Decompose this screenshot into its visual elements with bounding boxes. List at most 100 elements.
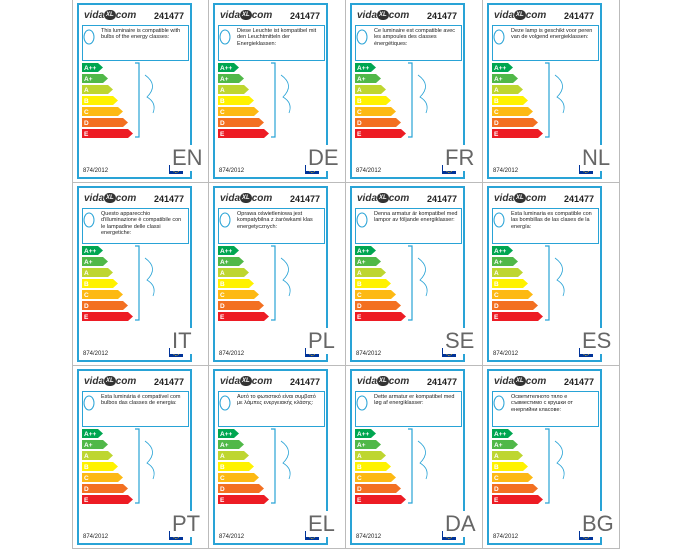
class-arrow <box>82 495 133 504</box>
label-cell: vida XL com 241477 Denna armatur är kompatib… <box>346 183 483 366</box>
class-arrow <box>218 429 239 438</box>
regulation: 874/2012 <box>356 351 382 357</box>
logo: vida XL com <box>494 193 546 204</box>
compatibility-text: Esta luminaria es compatible con las bom… <box>511 211 592 230</box>
logo-text: vida <box>494 193 515 204</box>
bracket <box>271 428 276 504</box>
logo-text: vida <box>220 376 241 387</box>
text-box: Oprawa oświetleniowa jest kompatybilna z… <box>218 208 325 244</box>
compatibility-text: Denna armatur är kompatibel med lampor a… <box>374 211 458 224</box>
class-arrow <box>492 268 523 277</box>
class-arrow <box>355 279 391 288</box>
lamp-cord <box>280 257 291 297</box>
text-box: Denna armatur är kompatibel med lampor a… <box>355 208 462 244</box>
class-label: A+ <box>220 442 229 449</box>
class-label: B <box>357 281 362 288</box>
class-arrow <box>82 268 113 277</box>
product-code: 241477 <box>426 194 457 204</box>
logo: vida XL com <box>220 193 272 204</box>
logo-mark: XL <box>514 376 526 387</box>
bracket <box>135 428 140 504</box>
regulation: 874/2012 <box>219 534 245 540</box>
product-code: 241477 <box>563 377 594 387</box>
class-arrow <box>355 85 386 94</box>
class-label: A <box>220 453 225 460</box>
class-arrow <box>492 129 543 138</box>
compatibility-text: Esta luminária é compatível com bulbos d… <box>101 394 181 407</box>
class-arrow <box>492 495 543 504</box>
class-label: B <box>84 281 89 288</box>
compatibility-text: Questo apparecchio d'illuminazione è com… <box>101 211 182 236</box>
label-cell: vida XL com 241477 Diese Leuchte ist kompati… <box>209 0 346 183</box>
class-arrow <box>82 473 123 482</box>
regulation: 874/2012 <box>493 168 519 174</box>
class-label: D <box>494 486 499 493</box>
class-arrow <box>218 74 244 83</box>
class-label: D <box>220 486 225 493</box>
class-arrow <box>218 473 259 482</box>
logo: vida XL com <box>84 10 136 21</box>
logo-text: com <box>115 376 137 387</box>
class-label: A <box>220 87 225 94</box>
label-cell: vida XL com 241477 Questo apparecchio d'illu… <box>72 183 209 366</box>
class-arrow <box>82 301 128 310</box>
class-arrow <box>492 462 528 471</box>
logo: vida XL com <box>357 10 409 21</box>
logo-text: com <box>525 10 547 21</box>
class-arrow <box>355 268 386 277</box>
regulation: 874/2012 <box>493 351 519 357</box>
class-label: A <box>494 87 499 94</box>
class-label: A <box>84 270 89 277</box>
label-cell: vida XL com 241477 Deze lamp is geschikt voo… <box>483 0 620 183</box>
class-arrow <box>218 85 249 94</box>
lamp-cord <box>417 257 428 297</box>
class-arrow <box>355 462 391 471</box>
lamp-cord <box>554 440 565 480</box>
class-arrow <box>355 312 406 321</box>
class-arrow <box>355 440 381 449</box>
class-label: A+ <box>220 259 229 266</box>
class-label: B <box>494 281 499 288</box>
logo-text: vida <box>357 376 378 387</box>
logo-text: vida <box>494 376 515 387</box>
product-code: 241477 <box>563 11 594 21</box>
class-label: B <box>84 464 89 471</box>
class-arrow <box>492 429 513 438</box>
energy-label: vida XL com 241477 Осветителното тяло е съвм… <box>487 369 602 545</box>
logo: vida XL com <box>357 193 409 204</box>
logo-text: vida <box>220 10 241 21</box>
label-cell: vida XL com 241477 Esta luminária é compatív… <box>72 366 209 549</box>
logo-text: com <box>251 376 273 387</box>
language-code: FR <box>443 145 477 171</box>
class-arrow <box>355 451 386 460</box>
class-label: B <box>494 464 499 471</box>
bracket <box>545 62 550 138</box>
bracket <box>135 245 140 321</box>
product-code: 241477 <box>289 194 320 204</box>
compatibility-text: Ce luminaire est compatible avec les amp… <box>374 28 456 47</box>
class-arrow <box>82 74 108 83</box>
class-label: C <box>220 292 225 299</box>
bulb-icon <box>219 212 231 228</box>
class-label: D <box>494 303 499 310</box>
class-label: A+ <box>357 442 366 449</box>
compatibility-text: Dette armatur er kompatibel med løg af e… <box>374 394 455 407</box>
class-arrow <box>218 440 244 449</box>
logo-mark: XL <box>240 376 252 387</box>
class-arrow <box>492 312 543 321</box>
class-arrow <box>355 246 376 255</box>
label-cell: vida XL com 241477 Осветителното тяло е съвм… <box>483 366 620 549</box>
class-label: B <box>357 98 362 105</box>
regulation: 874/2012 <box>356 168 382 174</box>
regulation: 874/2012 <box>83 351 109 357</box>
class-label: A++ <box>494 431 506 438</box>
class-label: C <box>84 292 89 299</box>
class-label: A+ <box>84 259 93 266</box>
class-label: E <box>220 131 225 138</box>
class-arrow <box>218 312 269 321</box>
bulb-icon <box>356 212 368 228</box>
bulb-icon <box>83 395 95 411</box>
class-label: A+ <box>84 442 93 449</box>
